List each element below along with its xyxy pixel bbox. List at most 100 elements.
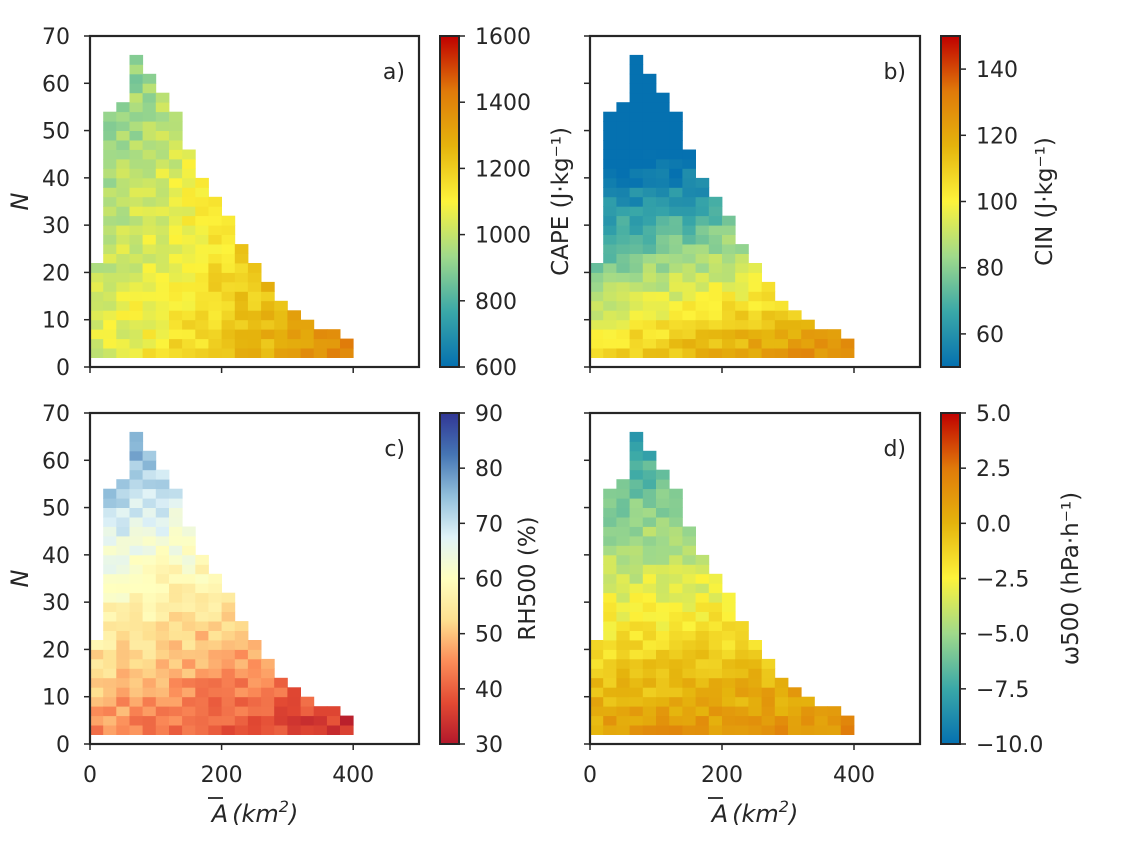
- colorbar: 60 80 100 120 140 CIN (J·kg⁻¹): [940, 35, 1058, 368]
- heatmap-cell: [695, 564, 710, 575]
- heatmap-cell: [142, 668, 157, 679]
- heatmap-cell: [103, 348, 117, 358]
- heatmap-cell: [656, 263, 670, 273]
- heatmap-cell: [801, 329, 815, 340]
- heatmap-cell: [142, 687, 157, 698]
- heatmap-cell: [642, 121, 657, 131]
- heatmap-cell: [103, 649, 117, 660]
- heatmap-cell: [142, 706, 157, 717]
- heatmap-cell: [748, 658, 762, 669]
- heatmap-cell: [656, 291, 670, 302]
- heatmap-cell: [129, 469, 144, 480]
- heatmap-cell: [300, 319, 315, 330]
- heatmap-cell: [629, 479, 644, 490]
- heatmap-cell: [155, 526, 170, 537]
- heatmap-cell: [669, 234, 683, 245]
- heatmap-cell: [208, 215, 222, 226]
- heatmap-cell: [116, 602, 130, 612]
- heatmap-cell: [182, 535, 196, 546]
- heatmap-cell: [603, 677, 617, 688]
- heatmap-cell: [142, 649, 157, 660]
- heatmap-cell: [814, 329, 828, 340]
- heatmap-cell: [261, 310, 275, 321]
- heatmap-cell: [656, 602, 670, 612]
- heatmap-cell: [642, 725, 657, 735]
- heatmap-cell: [629, 319, 644, 330]
- colorbar-tick-label: −2.5: [976, 568, 1029, 593]
- heatmap-cell: [656, 668, 670, 679]
- heatmap-cell: [642, 225, 657, 235]
- heatmap-cell: [656, 300, 670, 311]
- heatmap-cell: [616, 535, 630, 546]
- heatmap-cell: [155, 177, 170, 188]
- heatmap-cell: [656, 272, 670, 283]
- heatmap-cell: [656, 329, 670, 340]
- heatmap-cell: [629, 649, 644, 660]
- heatmap-cell: [208, 348, 222, 358]
- heatmap-cell: [761, 658, 776, 669]
- heatmap-cell: [708, 272, 723, 283]
- heatmap-cell: [116, 310, 130, 321]
- heatmap-cell: [642, 140, 657, 150]
- heatmap-cell: [142, 611, 157, 622]
- heatmap-cell: [629, 348, 644, 358]
- heatmap-cell: [682, 263, 696, 273]
- heatmap-cell: [247, 329, 262, 340]
- heatmap-cell: [221, 715, 236, 726]
- heatmap-cell: [629, 715, 644, 726]
- heatmap-cell: [142, 469, 157, 480]
- heatmap-cell: [129, 564, 144, 575]
- heatmap-cell: [155, 573, 170, 584]
- heatmap-cell: [208, 677, 222, 688]
- heatmap-cell: [155, 319, 170, 330]
- heatmap-cell: [748, 329, 762, 340]
- heatmap-cell: [155, 621, 170, 631]
- heatmap-cell: [656, 177, 670, 188]
- heatmap-cell: [129, 507, 144, 518]
- heatmap-cell: [629, 244, 644, 254]
- heatmap-cell: [274, 310, 288, 321]
- heatmap-cell: [142, 507, 157, 518]
- heatmap-cell: [129, 630, 144, 641]
- heatmap-cell: [629, 300, 644, 311]
- heatmap-cell: [616, 611, 630, 622]
- heatmap-cell: [629, 121, 644, 131]
- heatmap-cell: [208, 583, 222, 594]
- heatmap-cell: [682, 329, 696, 340]
- heatmap-cell: [155, 498, 170, 508]
- heatmap-cell: [169, 498, 183, 508]
- heatmap-cell: [669, 535, 683, 546]
- heatmap-cell: [274, 329, 288, 340]
- heatmap-cell: [169, 621, 183, 631]
- heatmap-cell: [208, 649, 222, 660]
- heatmap-cell: [827, 348, 842, 358]
- heatmap-cell: [603, 263, 617, 273]
- heatmap-cell: [682, 611, 696, 622]
- heatmap-cell: [735, 725, 749, 735]
- colorbar-tick-label: 30: [475, 733, 503, 758]
- heatmap-cell: [326, 715, 341, 726]
- y-tick-label: 40: [42, 544, 70, 569]
- heatmap-cell: [682, 583, 696, 594]
- heatmap-cell: [129, 640, 144, 650]
- heatmap-cell: [603, 526, 617, 537]
- heatmap-cell: [208, 573, 222, 584]
- heatmap-cell: [195, 300, 209, 311]
- heatmap-cell: [788, 348, 802, 358]
- heatmap-cell: [129, 431, 144, 442]
- heatmap-cell: [603, 272, 617, 283]
- heatmap-cell: [642, 187, 657, 198]
- heatmap-cell: [722, 640, 736, 650]
- heatmap-cell: [616, 488, 630, 499]
- heatmap-cell: [142, 206, 157, 217]
- heatmap-cell: [616, 640, 630, 650]
- heatmap-cell: [155, 234, 170, 245]
- heatmap-cell: [590, 338, 604, 349]
- heatmap-cell: [234, 725, 249, 735]
- heatmap-cell: [669, 329, 683, 340]
- heatmap-cell: [669, 300, 683, 311]
- heatmap-cell: [155, 649, 170, 660]
- heatmap-cell: [629, 640, 644, 650]
- heatmap-cell: [313, 348, 328, 358]
- heatmap-cell: [221, 244, 236, 254]
